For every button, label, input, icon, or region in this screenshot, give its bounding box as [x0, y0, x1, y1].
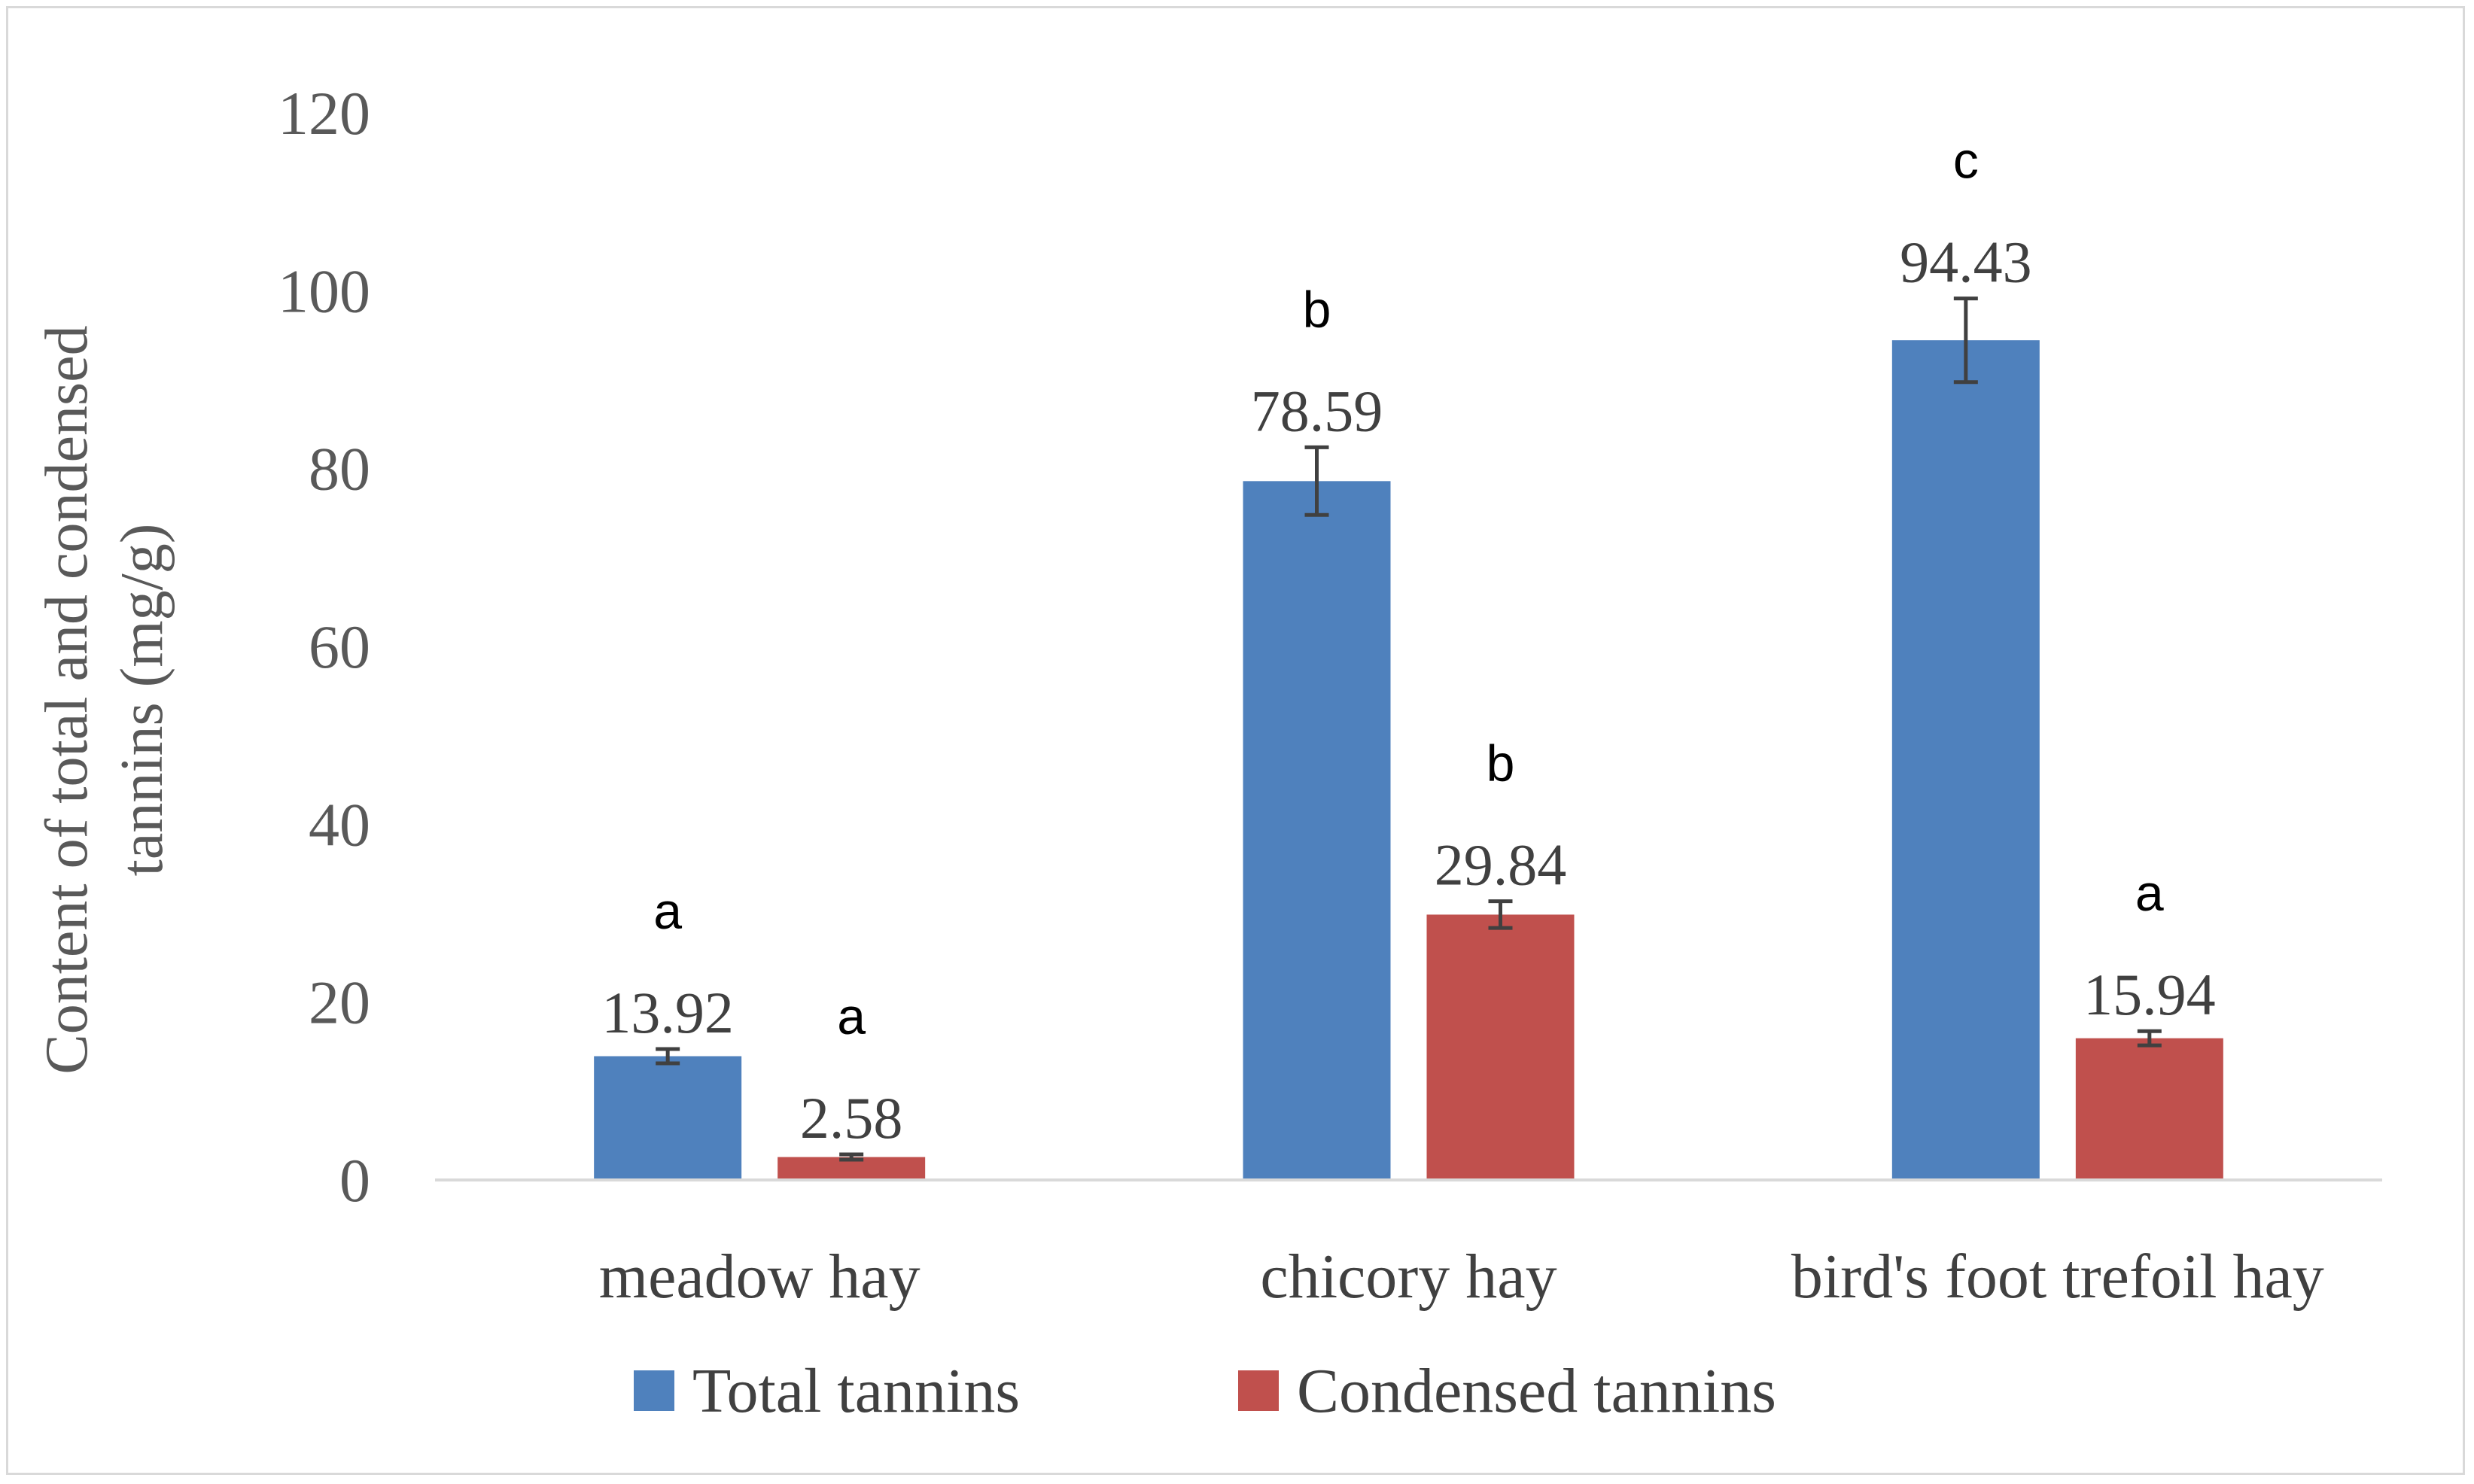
y-axis-title: Content of total and condensed tannins (… [34, 325, 175, 1074]
significance-letter: a [2135, 865, 2164, 922]
data-label: 13.92 [601, 980, 734, 1045]
legend-label: Total tannins [692, 1356, 1020, 1426]
chart-frame [6, 6, 2465, 1475]
y-axis-title-line-1: Content of total and condensed [34, 325, 100, 1074]
significance-letter: a [653, 883, 682, 940]
significance-letter: b [1303, 281, 1331, 338]
legend-label: Condensed tannins [1297, 1356, 1776, 1426]
y-axis-title-line-2: tannins (mg/g) [109, 524, 175, 877]
bars [594, 340, 2223, 1181]
legend-swatch [1238, 1370, 1279, 1411]
significance-letter: a [837, 988, 866, 1045]
error-bars [656, 296, 2162, 1162]
data-label: 29.84 [1435, 832, 1567, 898]
x-tick-label: chicory hay [1260, 1242, 1557, 1312]
data-label: 94.43 [1900, 230, 2032, 295]
y-tick-label: 100 [278, 257, 370, 325]
significance-letter: b [1487, 735, 1515, 792]
y-tick-label: 0 [339, 1146, 370, 1215]
significance-labels: a a b b c a [653, 132, 2164, 1045]
y-tick-label: 80 [309, 435, 370, 503]
category-labels: meadow hay chicory hay bird's foot trefoil… [599, 1242, 2324, 1312]
x-tick-label: bird's foot trefoil hay [1791, 1242, 2324, 1312]
bar [1426, 914, 1575, 1180]
legend-swatch [634, 1370, 674, 1411]
y-tick-label: 60 [309, 613, 370, 681]
significance-letter: c [1953, 132, 1979, 190]
data-label: 2.58 [800, 1085, 903, 1151]
y-tick-label: 20 [309, 969, 370, 1037]
y-tick-label: 120 [278, 79, 370, 147]
bar [1243, 481, 1391, 1180]
value-labels: 13.92 2.58 78.59 29.84 94.43 15.94 [601, 230, 2215, 1151]
x-tick-label: meadow hay [599, 1242, 921, 1312]
y-tick-labels: 0 20 40 60 80 100 120 [278, 79, 370, 1215]
bar [1891, 340, 2040, 1181]
y-tick-label: 40 [309, 790, 370, 859]
data-label: 78.59 [1251, 378, 1383, 443]
data-label: 15.94 [2083, 962, 2216, 1027]
legend: Total tannins Condensed tannins [634, 1356, 1776, 1426]
bar [2075, 1038, 2223, 1180]
bar [594, 1056, 742, 1180]
